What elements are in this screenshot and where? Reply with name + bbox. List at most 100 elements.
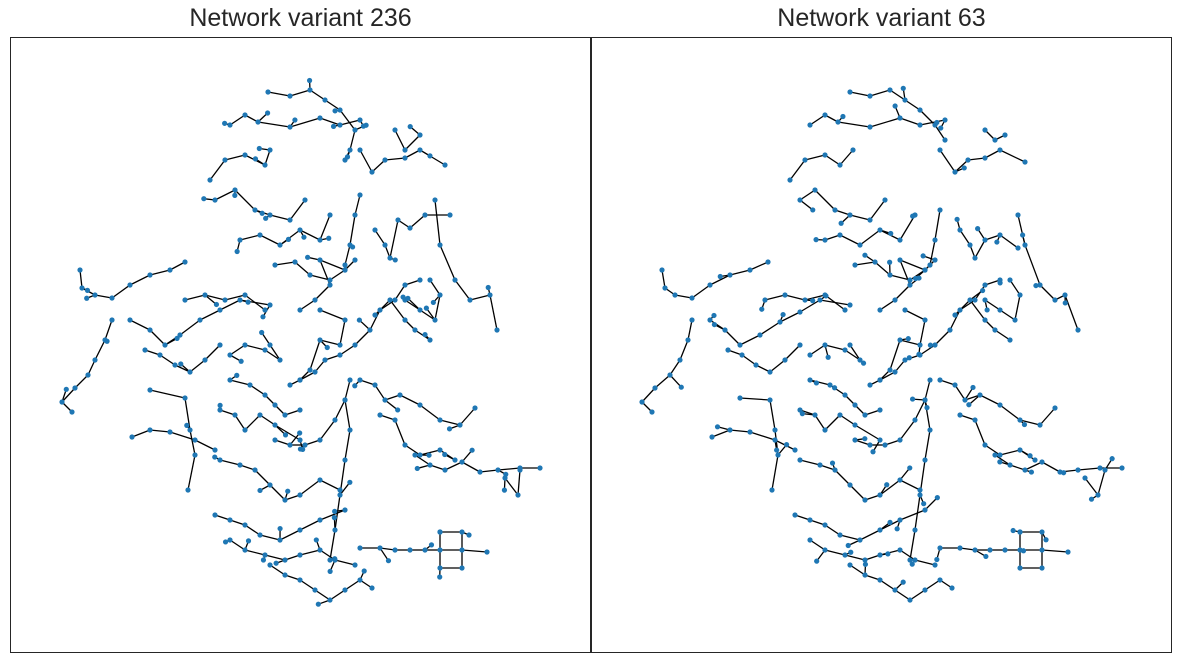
right-node	[842, 307, 848, 313]
right-node	[882, 197, 888, 203]
left-node	[277, 537, 283, 543]
right-node	[997, 452, 1003, 458]
left-node	[402, 317, 408, 323]
left-node	[332, 417, 338, 423]
right-node	[927, 427, 933, 433]
left-node	[426, 452, 432, 458]
right-edge	[964, 394, 981, 401]
right-edge	[894, 359, 906, 373]
right-node	[952, 382, 958, 388]
left-node	[395, 217, 401, 223]
left-node	[459, 547, 465, 553]
left-edge	[419, 149, 446, 166]
right-node	[982, 297, 988, 303]
right-node	[1065, 549, 1071, 555]
right-node	[892, 103, 898, 109]
left-node	[417, 307, 423, 313]
right-node	[909, 561, 915, 567]
left-node	[517, 467, 523, 473]
left-edge	[284, 494, 301, 501]
right-node	[922, 507, 928, 513]
left-node	[357, 377, 363, 383]
left-edge	[354, 329, 371, 346]
right-node	[867, 124, 873, 130]
left-node	[400, 294, 406, 300]
left-edge	[269, 344, 281, 361]
right-node	[994, 239, 1000, 245]
left-node	[242, 292, 248, 298]
right-node	[862, 561, 869, 567]
right-node	[934, 495, 940, 501]
left-node	[407, 225, 413, 231]
right-edge	[929, 239, 936, 266]
left-edge	[229, 114, 246, 126]
right-node	[970, 384, 976, 391]
right-edge	[814, 414, 826, 431]
left-node	[337, 487, 343, 493]
right-node	[905, 336, 911, 342]
right-edge	[959, 229, 971, 246]
right-node	[1039, 547, 1045, 553]
right-node	[842, 552, 848, 558]
left-edge	[517, 469, 521, 496]
left-edge	[334, 399, 346, 421]
left-node	[192, 452, 198, 458]
left-node	[242, 547, 248, 553]
left-node	[265, 89, 271, 95]
right-edge	[899, 479, 921, 491]
right-edge	[729, 429, 751, 433]
left-node	[312, 369, 318, 375]
right-node	[897, 477, 903, 483]
left-edge	[87, 359, 96, 376]
left-edge	[254, 469, 271, 486]
left-node	[352, 342, 358, 348]
left-node	[272, 437, 278, 443]
right-node	[982, 317, 988, 323]
left-node	[267, 342, 273, 348]
left-node	[262, 162, 268, 168]
left-edge	[349, 129, 356, 151]
right-node	[916, 275, 922, 281]
right-node	[1017, 292, 1023, 298]
left-edge	[344, 579, 361, 591]
right-node	[982, 155, 988, 161]
right-edge	[854, 439, 871, 446]
right-edge	[949, 309, 961, 331]
right-node	[714, 424, 721, 430]
right-edge	[1077, 467, 1101, 471]
right-node	[857, 357, 863, 363]
right-node	[831, 385, 838, 391]
right-node	[862, 497, 868, 503]
left-node	[84, 287, 91, 293]
right-node	[667, 372, 673, 378]
right-edge	[1064, 294, 1079, 331]
right-node	[992, 452, 998, 458]
left-edge	[229, 379, 251, 386]
right-edge	[834, 469, 851, 486]
right-node	[997, 280, 1003, 286]
left-node	[252, 207, 258, 213]
right-node	[997, 232, 1003, 238]
right-edge	[1019, 449, 1036, 461]
right-node	[884, 482, 890, 488]
right-node	[867, 382, 873, 388]
left-edge	[324, 99, 341, 111]
right-edge	[899, 339, 921, 346]
left-edge	[394, 129, 406, 151]
right-node	[1012, 317, 1018, 323]
left-edge	[267, 91, 291, 97]
left-edge	[344, 379, 351, 401]
left-node	[92, 292, 98, 298]
right-edge	[934, 124, 946, 141]
right-edge	[879, 371, 896, 381]
left-node	[469, 447, 475, 453]
right-edge	[999, 149, 1026, 163]
right-edge	[974, 419, 986, 446]
right-node	[980, 287, 986, 294]
right-node	[1021, 421, 1028, 428]
right-edge	[884, 439, 901, 446]
right-node	[753, 362, 759, 368]
left-edge	[309, 89, 326, 101]
right-edge	[904, 99, 921, 111]
left-node	[437, 292, 443, 298]
